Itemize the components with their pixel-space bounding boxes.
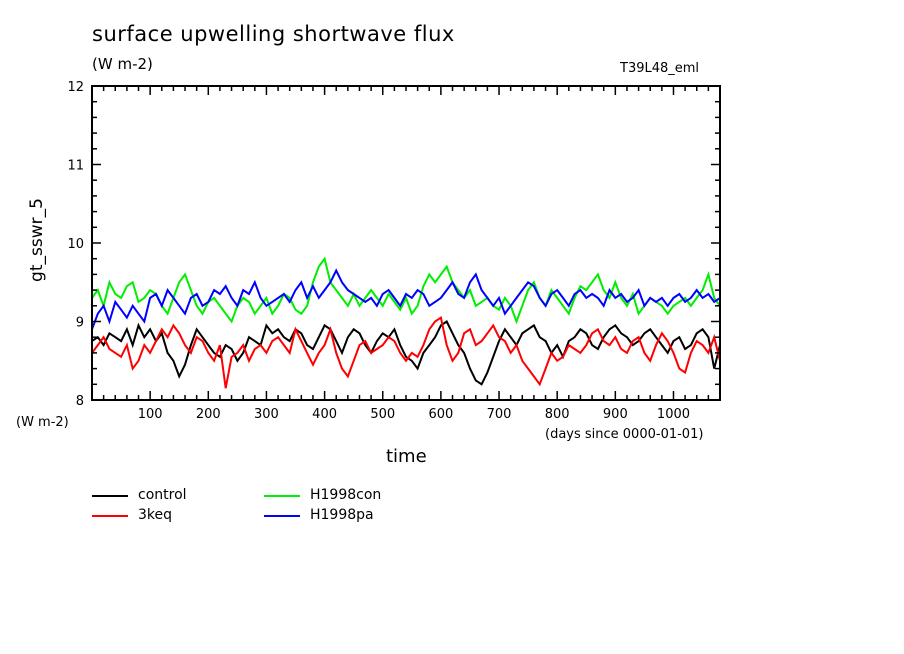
series-line-3keq: [91, 315, 721, 389]
x-tick-label: 700: [487, 407, 512, 422]
run-label: T39L48_eml: [620, 61, 700, 76]
legend-label: 3keq: [138, 507, 173, 523]
x-tick-label: 200: [196, 407, 221, 422]
legend-label: H1998pa: [310, 507, 374, 523]
x-tick-label: 1000: [657, 407, 690, 422]
y-tick-label: 11: [67, 159, 84, 174]
y-tick-label: 9: [76, 316, 84, 331]
legend-swatch: [92, 515, 128, 517]
x-tick-label: 500: [370, 407, 395, 422]
x-tick-label: 300: [254, 407, 279, 422]
x-axis-units: (days since 0000-01-01): [545, 427, 704, 442]
series-line-control: [91, 320, 721, 386]
legend-label: control: [138, 487, 187, 503]
series-line-h1998pa: [91, 268, 721, 330]
x-tick-label: 900: [603, 407, 628, 422]
legend-swatch: [264, 495, 300, 497]
x-tick-label: 800: [545, 407, 570, 422]
x-tick-label: 100: [138, 407, 163, 422]
chart-subtitle-units: (W m-2): [92, 55, 153, 73]
x-tick-label: 600: [428, 407, 453, 422]
y-tick-label: 12: [67, 80, 84, 95]
x-axis-label: time: [386, 446, 427, 467]
legend-label: H1998con: [310, 487, 382, 503]
series-line-h1998con: [91, 256, 721, 325]
y-axis-units: (W m-2): [16, 415, 69, 430]
series-layer: [91, 256, 721, 389]
legend-swatch: [264, 515, 300, 517]
legend-swatch: [92, 495, 128, 497]
axes: 100 200 300 400 500 600 700 800 900 1000 8 9 10 11 12: [67, 80, 721, 422]
chart-title: surface upwelling shortwave flux: [92, 22, 455, 46]
x-tick-label: 400: [312, 407, 337, 422]
y-tick-label: 10: [67, 237, 84, 252]
y-tick-label: 8: [76, 394, 84, 409]
